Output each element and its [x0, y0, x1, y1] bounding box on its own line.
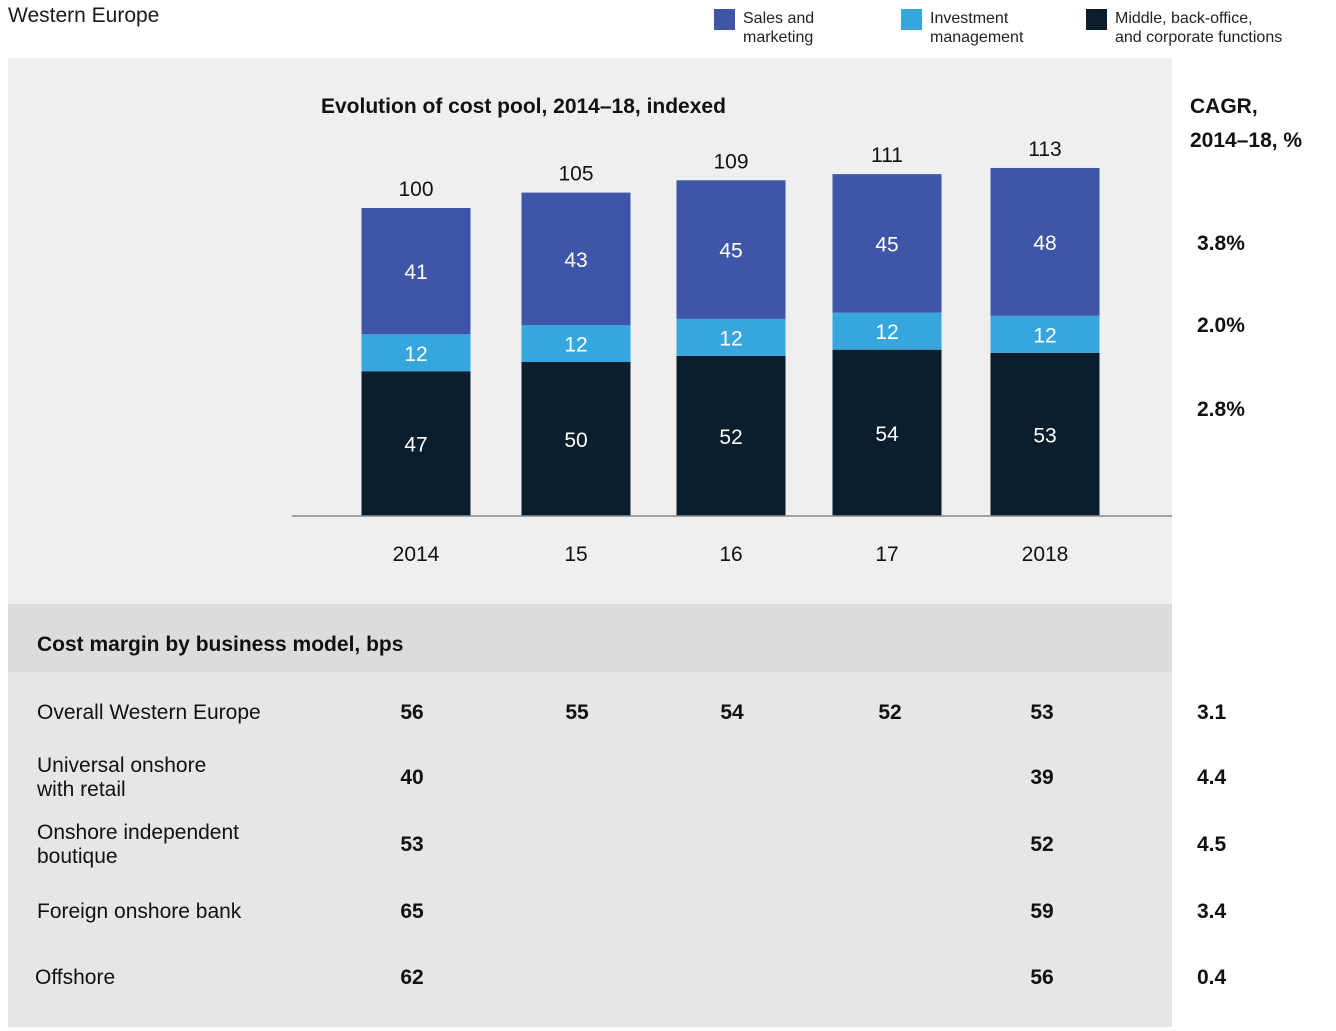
- bar-segment: [361, 208, 471, 335]
- margin-row-cagr: 0.4: [1197, 966, 1227, 989]
- bar-segment-label: 45: [875, 233, 898, 256]
- bar-segment-label: 52: [719, 426, 742, 449]
- bar-segment-label: 53: [1033, 424, 1056, 447]
- bar-total-label: 105: [558, 163, 593, 186]
- margin-panel: [8, 604, 1172, 1027]
- bar-segment-label: 12: [719, 327, 742, 350]
- bar-segment: [990, 167, 1100, 316]
- x-tick-label: 2014: [393, 543, 440, 566]
- bar-segment: [361, 334, 471, 372]
- bar-segment-label: 43: [564, 249, 587, 272]
- bar-segment: [676, 180, 786, 319]
- cagr-header-line1: CAGR,: [1190, 95, 1258, 118]
- bar-segment: [832, 174, 942, 313]
- bar-total-label: 113: [1028, 138, 1061, 161]
- margin-row-cagr: 4.4: [1197, 766, 1227, 789]
- margin-value: 52: [878, 701, 902, 724]
- margin-value: 40: [400, 766, 424, 789]
- margin-value: 59: [1030, 900, 1054, 923]
- cagr-middle: 2.8%: [1197, 398, 1245, 421]
- x-tick-label: 16: [719, 543, 742, 566]
- bar-segment: [521, 192, 631, 326]
- bar-segment: [521, 362, 631, 516]
- legend-item-middle: Middle, back-office, and corporate funct…: [1086, 9, 1282, 47]
- bar-segment-label: 54: [875, 423, 899, 446]
- bar-segment: [990, 352, 1100, 516]
- legend-label-middle: Middle, back-office, and corporate funct…: [1115, 10, 1283, 46]
- chart-title: Evolution of cost pool, 2014–18, indexed: [321, 95, 726, 118]
- margin-row-cagr: 4.5: [1197, 833, 1227, 856]
- bar-total-label: 109: [713, 150, 748, 173]
- bar-segment-label: 45: [719, 240, 742, 263]
- bar-total-label: 100: [398, 178, 433, 201]
- legend-item-sales: Sales and marketing: [714, 9, 814, 47]
- margin-value: 65: [400, 900, 424, 923]
- bar-segment: [521, 325, 631, 362]
- cagr-investment: 2.0%: [1197, 314, 1245, 337]
- bar-total-label: 111: [871, 144, 903, 167]
- legend-swatch-sales: [714, 9, 735, 30]
- margin-row-label: Universal onshore with retail: [37, 754, 207, 801]
- bar-segment: [676, 318, 786, 356]
- legend-label-investment: Investment management: [930, 10, 1024, 46]
- margin-value: 39: [1030, 766, 1054, 789]
- bar-segment-label: 12: [1033, 324, 1056, 347]
- cagr-header-line2: 2014–18, %: [1190, 129, 1303, 152]
- bar-segment-label: 50: [564, 429, 587, 452]
- margin-value: 54: [720, 701, 744, 724]
- bar-segment-label: 12: [875, 321, 898, 344]
- x-tick-label: 17: [875, 543, 898, 566]
- bar-segment-label: 12: [564, 334, 587, 357]
- bar-segment-label: 12: [404, 343, 427, 366]
- x-tick-label: 15: [564, 543, 587, 566]
- margin-value: 55: [565, 701, 589, 724]
- bar-segment: [832, 349, 942, 516]
- bar-segment: [990, 315, 1100, 353]
- bar-segment: [832, 312, 942, 350]
- x-tick-label: 2018: [1022, 543, 1069, 566]
- margin-value: 56: [1030, 966, 1054, 989]
- legend-label-sales: Sales and marketing: [743, 10, 815, 46]
- bar-segment-label: 41: [404, 261, 427, 284]
- legend-swatch-middle: [1086, 9, 1107, 30]
- bar-segment: [676, 355, 786, 516]
- legend-item-investment: Investment management: [901, 9, 1023, 47]
- cagr-sales: 3.8%: [1197, 232, 1245, 255]
- bar-segment: [361, 371, 471, 516]
- margin-row-label: Overall Western Europe: [37, 701, 261, 724]
- margin-row-cagr: 3.4: [1197, 900, 1227, 923]
- margin-title: Cost margin by business model, bps: [37, 633, 404, 656]
- region-label: Western Europe: [8, 4, 160, 27]
- bar-segment-label: 48: [1033, 232, 1056, 255]
- margin-value: 53: [1030, 701, 1054, 724]
- margin-header-band: [8, 604, 1172, 672]
- margin-row-label: Foreign onshore bank: [37, 900, 242, 923]
- margin-value: 62: [400, 966, 424, 989]
- margin-row-cagr: 3.1: [1197, 701, 1227, 724]
- stacked-bar-chart: 47 12 41 100 2014 50 12 43 105 15 52 12 45 109 16 54 12 4…: [292, 138, 1172, 566]
- margin-row-label: Offshore: [35, 966, 116, 989]
- margin-value: 53: [400, 833, 424, 856]
- legend-swatch-investment: [901, 9, 922, 30]
- margin-value: 52: [1030, 833, 1054, 856]
- margin-value: 56: [400, 701, 424, 724]
- bar-segment-label: 47: [404, 434, 427, 457]
- margin-row-label: Onshore independent boutique: [37, 821, 239, 868]
